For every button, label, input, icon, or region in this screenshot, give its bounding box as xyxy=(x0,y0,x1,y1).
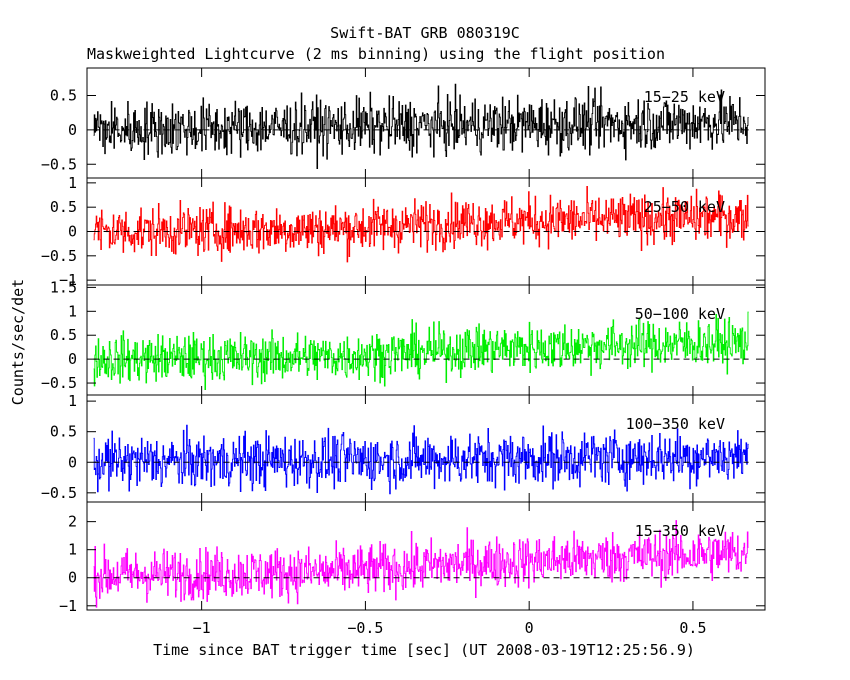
panel-4: −0.5 0 0.5 1 100−350 keV xyxy=(41,392,766,503)
panel-2: −1 −0.5 0 0.5 1 25−50 keV xyxy=(41,174,766,289)
x-tick-label: 0 xyxy=(525,619,534,637)
y-tick-label: 0 xyxy=(68,121,77,139)
y-tick-label: 0.5 xyxy=(50,87,77,105)
y-tick-label: 0 xyxy=(68,569,77,587)
x-axis-label: Time since BAT trigger time [sec] (UT 20… xyxy=(153,641,695,659)
y-tick-label: 0.5 xyxy=(50,326,77,344)
y-tick-label: 2 xyxy=(68,513,77,531)
panel-3: −0.5 0 0.5 1 1.5 50−100 keV xyxy=(41,278,766,396)
y-tick-label: 1 xyxy=(68,541,77,559)
series-line-1 xyxy=(93,83,749,170)
series-line-2 xyxy=(93,186,749,263)
panel-frame-5 xyxy=(86,501,766,611)
y-tick-label: 0 xyxy=(68,223,77,241)
y-tick-label: 0.5 xyxy=(50,198,77,216)
band-label-3: 50−100 keV xyxy=(635,305,725,323)
chart-title: Swift-BAT GRB 080319C xyxy=(330,24,520,42)
series-line-5 xyxy=(93,520,749,608)
x-tick-label: 0.5 xyxy=(679,619,706,637)
panels-group: −0.5 0 0.5 15−25 keV −1 −0.5 0 0.5 1 25−50 keV −0.… xyxy=(41,67,766,637)
y-tick-label: −0.5 xyxy=(41,247,77,265)
band-label-2: 25−50 keV xyxy=(644,198,725,216)
y-tick-label: 0.5 xyxy=(50,423,77,441)
x-tick-label: −1 xyxy=(193,619,211,637)
y-axis-label: Counts/sec/det xyxy=(9,279,27,405)
series-line-4 xyxy=(93,424,749,495)
series-line-3 xyxy=(93,311,749,390)
y-tick-label: 0 xyxy=(68,350,77,368)
y-tick-label: −1 xyxy=(59,271,77,289)
band-label-1: 15−25 keV xyxy=(644,88,725,106)
panel-1: −0.5 0 0.5 15−25 keV xyxy=(41,67,766,179)
panel-5: −1 0 1 2 15−350 keV xyxy=(59,501,766,615)
y-tick-label: −0.5 xyxy=(41,484,77,502)
y-tick-label: −1 xyxy=(59,597,77,615)
band-label-5: 15−350 keV xyxy=(635,522,725,540)
y-tick-label: −0.5 xyxy=(41,155,77,173)
y-tick-label: 1 xyxy=(68,392,77,410)
chart-subtitle: Maskweighted Lightcurve (2 ms binning) u… xyxy=(87,45,665,63)
y-tick-label: 0 xyxy=(68,453,77,471)
band-label-4: 100−350 keV xyxy=(626,415,725,433)
y-tick-label: 1.5 xyxy=(50,278,77,296)
y-tick-label: −0.5 xyxy=(41,374,77,392)
x-tick-label: −0.5 xyxy=(347,619,383,637)
y-tick-label: 1 xyxy=(68,302,77,320)
y-tick-label: 1 xyxy=(68,174,77,192)
